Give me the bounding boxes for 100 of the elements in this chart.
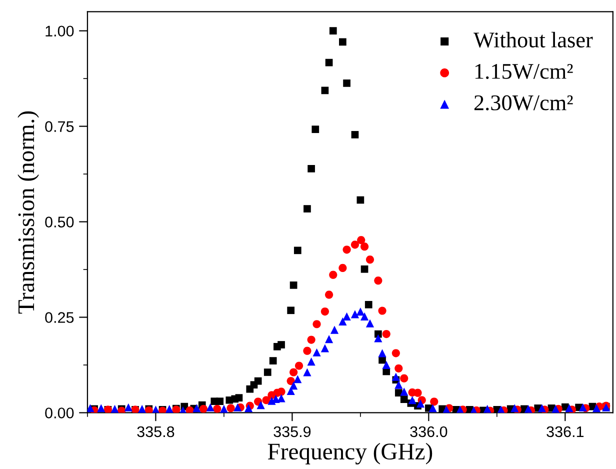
point bbox=[294, 246, 302, 254]
point bbox=[400, 396, 408, 404]
point bbox=[278, 341, 285, 348]
point bbox=[378, 349, 386, 358]
point bbox=[408, 396, 416, 404]
point bbox=[294, 362, 304, 370]
point bbox=[307, 357, 316, 366]
point bbox=[366, 319, 374, 328]
point bbox=[290, 281, 298, 289]
point bbox=[324, 334, 334, 344]
legend-label: 2.30W/cm² bbox=[474, 95, 573, 110]
point bbox=[192, 404, 201, 412]
point bbox=[360, 242, 369, 251]
point bbox=[254, 377, 262, 385]
point bbox=[277, 394, 286, 402]
y-tick-label: 0.00 bbox=[45, 408, 74, 418]
y-tick-label: 0.25 bbox=[45, 312, 74, 323]
legend-label: Without laser bbox=[473, 32, 593, 48]
point bbox=[290, 382, 298, 390]
point bbox=[307, 336, 316, 344]
point bbox=[320, 344, 329, 352]
point bbox=[356, 307, 364, 316]
point bbox=[244, 404, 253, 412]
x-tick-label: 336.0 bbox=[410, 426, 448, 438]
point bbox=[510, 404, 519, 412]
point bbox=[351, 131, 359, 138]
x-tick-label: 336.1 bbox=[546, 426, 584, 438]
point bbox=[392, 349, 400, 358]
point bbox=[303, 346, 312, 355]
point bbox=[552, 404, 560, 413]
point bbox=[360, 265, 368, 273]
point bbox=[338, 264, 347, 272]
point bbox=[364, 300, 372, 308]
point bbox=[338, 317, 347, 326]
point bbox=[303, 368, 312, 376]
point bbox=[304, 205, 311, 212]
point bbox=[394, 380, 403, 389]
point bbox=[97, 404, 106, 412]
point bbox=[216, 398, 224, 405]
point bbox=[414, 388, 422, 397]
point bbox=[277, 388, 286, 396]
point bbox=[206, 403, 214, 412]
point bbox=[312, 348, 321, 356]
point bbox=[325, 58, 333, 66]
point bbox=[226, 404, 235, 412]
point bbox=[428, 404, 437, 412]
point bbox=[329, 270, 338, 279]
point bbox=[342, 312, 351, 321]
point bbox=[294, 375, 302, 384]
point bbox=[578, 403, 587, 412]
point bbox=[87, 404, 94, 412]
x-tick-label: 335.8 bbox=[137, 426, 174, 438]
point bbox=[138, 404, 146, 413]
point bbox=[394, 364, 403, 372]
point bbox=[392, 372, 400, 381]
point bbox=[329, 27, 337, 34]
point bbox=[312, 320, 321, 328]
point bbox=[290, 368, 298, 376]
point bbox=[186, 406, 194, 413]
point bbox=[538, 404, 546, 412]
point bbox=[220, 404, 228, 413]
point bbox=[165, 404, 174, 413]
point bbox=[360, 312, 369, 321]
point bbox=[308, 165, 315, 172]
point bbox=[320, 307, 329, 316]
point bbox=[592, 404, 601, 412]
point bbox=[124, 403, 132, 412]
point bbox=[400, 374, 408, 382]
point bbox=[565, 404, 574, 412]
point bbox=[382, 330, 390, 338]
point bbox=[416, 400, 425, 408]
y-tick-label: 0.75 bbox=[45, 121, 74, 132]
y-axis-title: Transmission (norm.) bbox=[18, 111, 39, 314]
point bbox=[213, 404, 222, 413]
point bbox=[374, 276, 382, 285]
point bbox=[269, 357, 277, 364]
point bbox=[483, 404, 492, 413]
point bbox=[343, 79, 350, 87]
point bbox=[350, 240, 360, 249]
point bbox=[234, 403, 242, 412]
point bbox=[199, 404, 208, 413]
x-tick-label: 335.9 bbox=[274, 426, 311, 438]
point bbox=[350, 310, 360, 318]
point bbox=[330, 326, 339, 334]
legend-label: 1.15W/cm² bbox=[475, 64, 573, 80]
point bbox=[262, 396, 270, 404]
x-axis-title: Frequency (GHz) bbox=[268, 442, 432, 464]
point bbox=[339, 38, 346, 46]
point bbox=[430, 398, 438, 406]
point bbox=[256, 401, 265, 410]
point bbox=[400, 388, 408, 396]
point bbox=[342, 246, 351, 254]
point bbox=[312, 126, 320, 134]
point bbox=[235, 394, 243, 402]
y-tick-label: 1.00 bbox=[46, 26, 74, 37]
point bbox=[378, 306, 386, 315]
y-tick-label: 0.50 bbox=[45, 216, 74, 228]
point bbox=[374, 334, 382, 342]
point bbox=[264, 368, 272, 376]
point bbox=[366, 256, 374, 264]
